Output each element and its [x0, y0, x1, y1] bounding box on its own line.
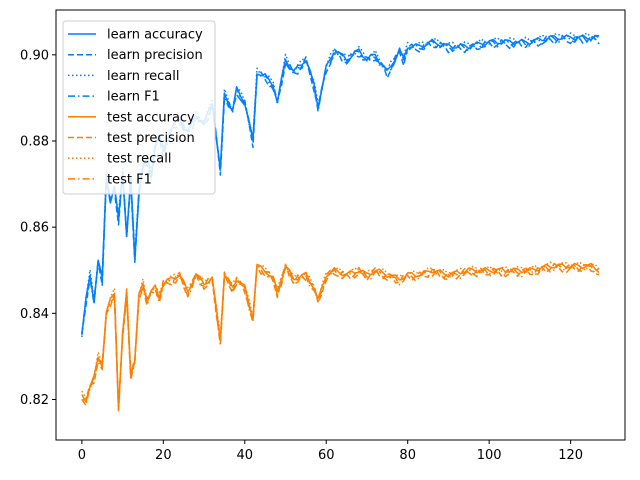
- legend: learn accuracy learn precision learn recal…: [62, 20, 216, 195]
- legend-box: [62, 20, 216, 195]
- legend-label: test F1: [107, 172, 152, 187]
- y-tick-label: 0.84: [20, 307, 49, 322]
- series-line-test-f1: [81, 263, 600, 412]
- x-axis: 0 20 40 60 80 100 120: [78, 440, 583, 463]
- legend-label: test accuracy: [107, 110, 195, 125]
- y-axis: 0.82 0.84 0.86 0.88 0.90: [20, 48, 56, 408]
- series-line-learn-f1: [81, 34, 600, 335]
- x-tick-label: 40: [237, 448, 254, 463]
- y-tick-label: 0.82: [20, 393, 49, 408]
- legend-label: test precision: [107, 131, 195, 146]
- series-line-test-accuracy: [81, 262, 600, 411]
- x-tick-label: 60: [318, 448, 335, 463]
- x-tick-label: 20: [155, 448, 172, 463]
- legend-label: learn precision: [107, 48, 203, 63]
- legend-label: learn F1: [107, 90, 160, 105]
- x-tick-label: 120: [558, 448, 583, 463]
- x-tick-label: 80: [399, 448, 416, 463]
- series-line-test-precision: [81, 262, 600, 407]
- y-tick-label: 0.88: [20, 134, 49, 149]
- legend-label: learn recall: [107, 69, 179, 84]
- legend-label: test recall: [107, 152, 172, 167]
- legend-label: learn accuracy: [107, 28, 203, 43]
- axes-frame: [55, 9, 626, 441]
- x-tick-label: 0: [78, 448, 86, 463]
- series-line-test-recall: [81, 261, 600, 411]
- y-tick-label: 0.86: [20, 221, 49, 236]
- x-tick-label: 100: [477, 448, 502, 463]
- y-tick-label: 0.90: [20, 48, 49, 63]
